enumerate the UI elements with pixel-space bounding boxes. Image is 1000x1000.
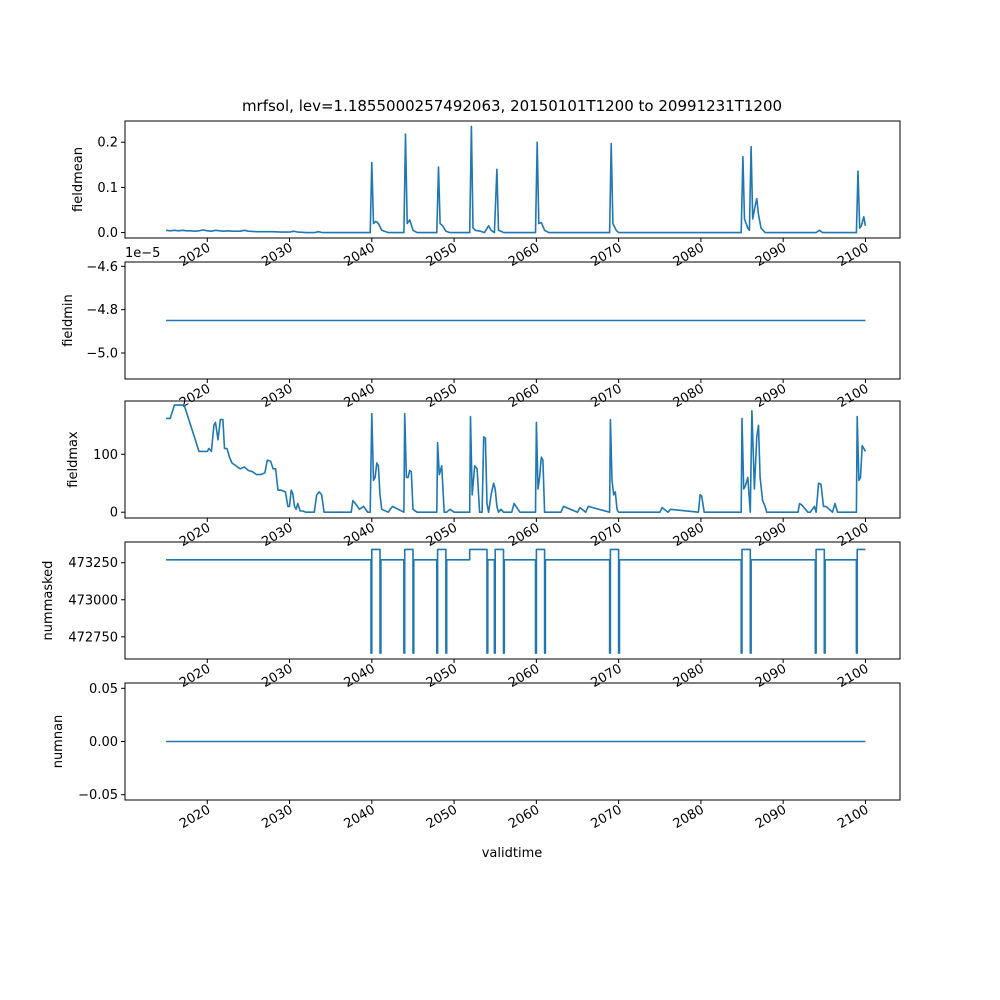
nummasked-panel: 472750 473000 473250 2020 2030 2040 2050 2060 20… bbox=[41, 541, 901, 691]
y-tick-label: 100 bbox=[93, 448, 118, 463]
x-tick-label: 2050 bbox=[424, 520, 460, 550]
x-tick-label: 2090 bbox=[753, 520, 789, 550]
x-tick-label: 2020 bbox=[177, 802, 213, 832]
x-tick-label: 2030 bbox=[259, 802, 295, 832]
x-tick-label: 2040 bbox=[342, 661, 378, 691]
y-tick-label: −4.6 bbox=[86, 260, 118, 275]
x-tick-label: 2020 bbox=[177, 381, 213, 411]
y-tick-label: −5.0 bbox=[86, 347, 118, 362]
y-tick-label: 472750 bbox=[68, 630, 118, 645]
x-tick-label: 2070 bbox=[588, 240, 624, 270]
x-tick-label: 2080 bbox=[671, 520, 707, 550]
y-tick-label: 0.00 bbox=[89, 735, 118, 750]
series-line bbox=[166, 404, 867, 513]
x-tick-label: 2030 bbox=[259, 240, 295, 270]
series-line bbox=[166, 125, 867, 234]
x-tick-label: 2040 bbox=[342, 240, 378, 270]
x-tick-label: 2050 bbox=[424, 661, 460, 691]
axes-frame bbox=[124, 120, 901, 239]
axes-frame bbox=[124, 541, 901, 660]
y-axis-label: nummasked bbox=[41, 561, 56, 641]
x-tick-label: 2090 bbox=[753, 802, 789, 832]
x-tick-label: 2090 bbox=[753, 381, 789, 411]
x-tick-label: 2070 bbox=[588, 661, 624, 691]
x-tick-label: 2020 bbox=[177, 240, 213, 270]
x-tick-label: 2090 bbox=[753, 240, 789, 270]
y-tick-label: 473000 bbox=[68, 593, 118, 608]
axes-frame bbox=[124, 261, 901, 380]
x-tick-label: 2050 bbox=[424, 240, 460, 270]
x-tick-label: 2060 bbox=[506, 240, 542, 270]
fieldmin-panel: −5.0 −4.8 −4.6 2020 2030 2040 2050 2060 2070 2080… bbox=[61, 246, 901, 411]
x-tick-label: 2100 bbox=[835, 520, 871, 550]
y-axis-label: numnan bbox=[51, 715, 66, 769]
y-tick-label: 0.2 bbox=[97, 136, 118, 151]
x-tick-label: 2090 bbox=[753, 661, 789, 691]
x-tick-label: 2100 bbox=[835, 381, 871, 411]
x-tick-label: 2020 bbox=[177, 520, 213, 550]
y-tick-label: −0.05 bbox=[78, 788, 118, 803]
x-tick-label: 2040 bbox=[342, 381, 378, 411]
x-tick-label: 2060 bbox=[506, 802, 542, 832]
x-tick-label: 2100 bbox=[835, 802, 871, 832]
y-axis-label: fieldmean bbox=[71, 147, 86, 212]
x-tick-label: 2080 bbox=[671, 381, 707, 411]
y-tick-label: 0.1 bbox=[97, 181, 118, 196]
y-tick-label: 0 bbox=[110, 506, 118, 521]
x-tick-label: 2060 bbox=[506, 520, 542, 550]
y-tick-label: 0.05 bbox=[89, 682, 118, 697]
fieldmax-panel: 0 100 2020 2030 2040 2050 2060 2070 2080 2090 2100… bbox=[66, 400, 901, 550]
figure-title: mrfsol, lev=1.1855000257492063, 20150101… bbox=[242, 97, 782, 115]
y-offset-text: 1e−5 bbox=[125, 246, 160, 261]
x-tick-label: 2040 bbox=[342, 520, 378, 550]
y-axis-label: fieldmax bbox=[66, 431, 81, 488]
x-tick-label: 2100 bbox=[835, 240, 871, 270]
x-tick-label: 2100 bbox=[835, 661, 871, 691]
y-axis-label: fieldmin bbox=[61, 294, 76, 347]
x-tick-label: 2070 bbox=[588, 802, 624, 832]
x-tick-label: 2080 bbox=[671, 802, 707, 832]
y-tick-label: 473250 bbox=[68, 556, 118, 571]
x-tick-label: 2040 bbox=[342, 802, 378, 832]
x-tick-label: 2030 bbox=[259, 520, 295, 550]
axes-frame bbox=[124, 400, 901, 519]
numnan-panel: −0.05 0.00 0.05 2020 2030 2040 2050 2060 2070 208… bbox=[51, 682, 901, 832]
x-axis-label: validtime bbox=[482, 846, 543, 861]
x-tick-label: 2070 bbox=[588, 381, 624, 411]
x-tick-label: 2060 bbox=[506, 661, 542, 691]
x-tick-label: 2080 bbox=[671, 661, 707, 691]
x-tick-label: 2070 bbox=[588, 520, 624, 550]
x-tick-label: 2060 bbox=[506, 381, 542, 411]
fieldmean-panel: 0.0 0.1 0.2 2020 2030 2040 2050 2060 2070 2080 209… bbox=[71, 120, 901, 270]
y-tick-label: −4.8 bbox=[86, 303, 118, 318]
x-tick-label: 2030 bbox=[259, 381, 295, 411]
subplot-stack: 0.0 0.1 0.2 2020 2030 2040 2050 2060 2070 2080 209… bbox=[41, 120, 901, 832]
x-tick-label: 2020 bbox=[177, 661, 213, 691]
x-tick-label: 2080 bbox=[671, 240, 707, 270]
series-line bbox=[166, 548, 866, 654]
y-tick-label: 0.0 bbox=[97, 226, 118, 241]
x-tick-label: 2050 bbox=[424, 802, 460, 832]
x-tick-label: 2050 bbox=[424, 381, 460, 411]
x-tick-label: 2030 bbox=[259, 661, 295, 691]
